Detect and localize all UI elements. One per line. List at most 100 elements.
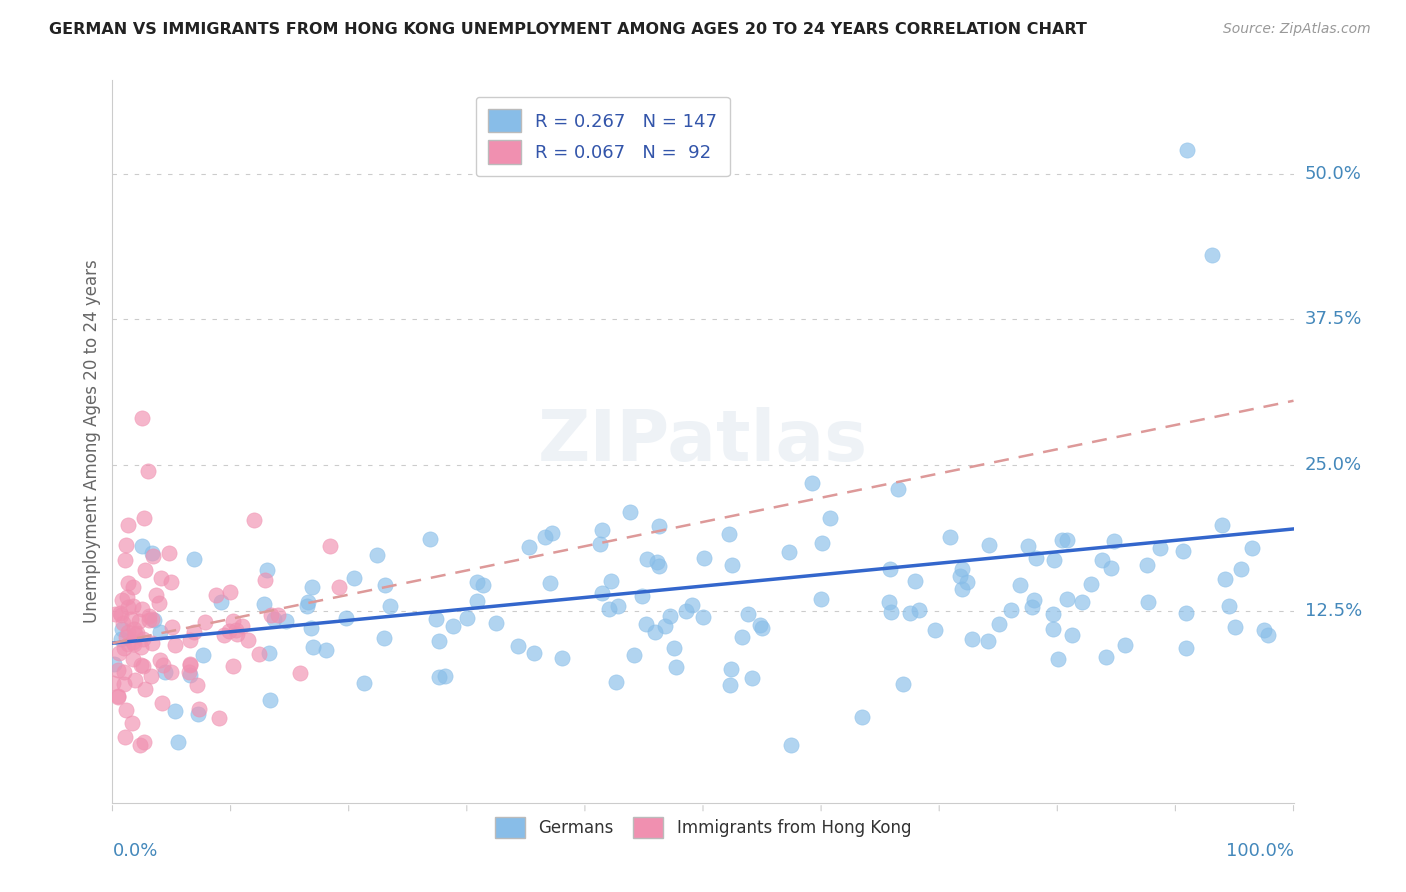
Point: [138, 614, 160, 628]
Point: [366, 548, 388, 562]
Point: [193, 615, 215, 629]
Point: [665, 660, 688, 674]
Point: [373, 632, 395, 646]
Point: [128, 614, 150, 628]
Point: [418, 532, 440, 546]
Point: [751, 621, 773, 635]
Point: [211, 595, 233, 609]
Point: [472, 578, 495, 592]
Point: [1042, 607, 1064, 621]
Point: [295, 599, 318, 613]
Point: [741, 672, 763, 686]
Point: [145, 588, 167, 602]
Point: [1022, 593, 1045, 607]
Point: [266, 607, 288, 622]
Point: [328, 580, 350, 594]
Point: [950, 582, 973, 596]
Point: [659, 608, 682, 623]
Point: [160, 620, 183, 634]
Text: 12.5%: 12.5%: [1305, 601, 1362, 620]
Point: [139, 669, 162, 683]
Point: [131, 539, 153, 553]
Point: [225, 624, 247, 638]
Point: [124, 673, 146, 687]
Point: [218, 624, 240, 638]
Point: [131, 411, 153, 425]
Point: [117, 590, 139, 604]
Point: [720, 558, 742, 573]
Point: [134, 563, 156, 577]
Point: [254, 574, 277, 588]
Point: [1000, 603, 1022, 617]
Point: [222, 658, 245, 673]
Point: [1175, 606, 1198, 620]
Point: [820, 511, 842, 525]
Point: [648, 559, 671, 574]
Point: [720, 662, 742, 676]
Point: [778, 545, 800, 559]
Point: [256, 563, 278, 577]
Point: [131, 640, 153, 655]
Point: [1056, 533, 1078, 547]
Point: [1149, 541, 1171, 556]
Point: [112, 665, 135, 679]
Text: ZIPatlas: ZIPatlas: [538, 407, 868, 476]
Point: [1136, 595, 1159, 609]
Point: [122, 652, 145, 666]
Point: [636, 616, 658, 631]
Point: [143, 613, 166, 627]
Y-axis label: Unemployment Among Ages 20 to 24 years: Unemployment Among Ages 20 to 24 years: [83, 260, 101, 624]
Point: [737, 607, 759, 621]
Point: [141, 612, 163, 626]
Point: [1230, 562, 1253, 576]
Point: [950, 562, 973, 576]
Point: [623, 648, 645, 663]
Point: [1211, 517, 1233, 532]
Point: [592, 523, 614, 537]
Point: [1017, 540, 1039, 554]
Point: [114, 552, 136, 566]
Point: [1175, 143, 1198, 157]
Text: Source: ZipAtlas.com: Source: ZipAtlas.com: [1223, 22, 1371, 37]
Point: [179, 658, 201, 673]
Point: [644, 624, 666, 639]
Point: [186, 678, 208, 692]
Point: [908, 603, 931, 617]
Point: [149, 653, 172, 667]
Point: [898, 606, 921, 620]
Point: [103, 657, 125, 671]
Point: [183, 552, 205, 566]
Point: [523, 646, 546, 660]
Point: [924, 623, 946, 637]
Point: [810, 591, 832, 606]
Point: [343, 571, 366, 585]
Point: [114, 641, 136, 656]
Point: [104, 607, 127, 621]
Point: [681, 598, 703, 612]
Point: [301, 640, 323, 654]
Point: [801, 476, 824, 491]
Text: 50.0%: 50.0%: [1305, 164, 1361, 183]
Point: [110, 607, 132, 622]
Point: [1257, 628, 1279, 642]
Point: [374, 578, 396, 592]
Point: [155, 665, 177, 680]
Point: [1213, 572, 1236, 586]
Point: [152, 657, 174, 672]
Point: [128, 738, 150, 752]
Point: [1241, 541, 1264, 555]
Point: [157, 546, 180, 560]
Point: [1025, 551, 1047, 566]
Point: [101, 676, 124, 690]
Point: [887, 482, 910, 496]
Point: [1175, 641, 1198, 656]
Point: [1171, 543, 1194, 558]
Point: [150, 696, 173, 710]
Point: [948, 569, 970, 583]
Point: [987, 617, 1010, 632]
Legend: Germans, Immigrants from Hong Kong: Germans, Immigrants from Hong Kong: [488, 810, 918, 845]
Point: [205, 588, 228, 602]
Point: [134, 682, 156, 697]
Text: 25.0%: 25.0%: [1305, 456, 1362, 474]
Point: [1080, 577, 1102, 591]
